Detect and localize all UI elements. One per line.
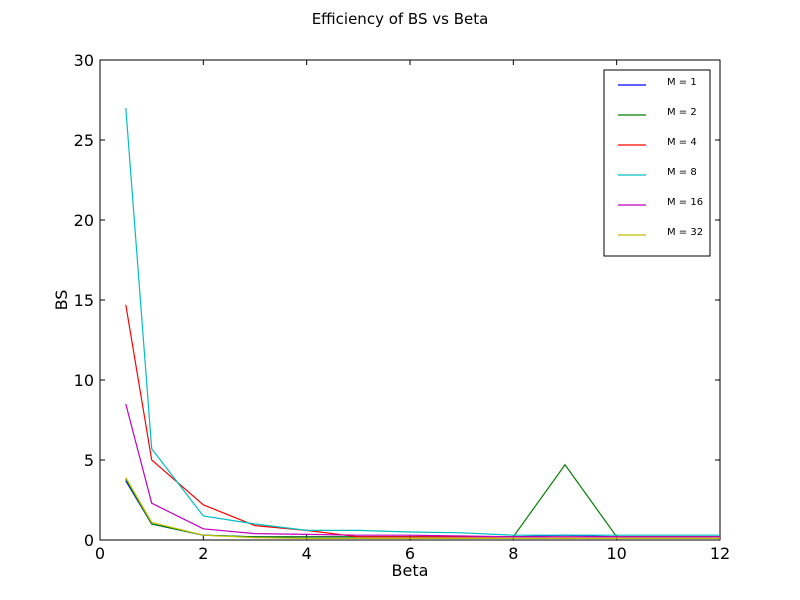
series-line-4 [125,107,720,536]
x-tick-label: 12 [710,544,730,563]
x-axis: 0 2 4 6 8 10 12 [95,60,730,563]
y-tick-label: 0 [84,531,94,550]
chart-title: Efficiency of BS vs Beta [312,10,489,28]
series-line-3 [125,304,720,538]
x-tick-label: 6 [405,544,415,563]
y-axis: 0 5 10 15 20 25 30 [74,51,720,550]
x-tick-label: 2 [198,544,208,563]
y-tick-label: 20 [74,211,94,230]
legend-label: M = 1 [667,77,697,88]
legend-label: M = 32 [667,227,703,238]
series-line-1 [125,480,720,538]
series-lines [125,107,720,540]
x-tick-label: 8 [508,544,518,563]
y-axis-label: BS [52,290,71,311]
legend-label: M = 16 [667,197,703,208]
x-axis-label: Beta [392,561,429,580]
series-line-6 [125,477,720,540]
x-tick-label: 0 [95,544,105,563]
series-line-5 [125,403,720,538]
y-tick-label: 5 [84,451,94,470]
series-line-2 [125,463,720,538]
x-tick-label: 4 [302,544,312,563]
legend-label: M = 4 [667,137,697,148]
y-tick-label: 15 [74,291,94,310]
legend-box [603,69,711,257]
legend-label: M = 8 [667,167,697,178]
x-tick-label: 10 [606,544,626,563]
y-tick-label: 30 [74,51,94,70]
y-tick-label: 10 [74,371,94,390]
legend: M = 1 M = 2 M = 4 M = 8 M = 16 M = 32 [603,69,711,257]
y-tick-label: 25 [74,131,94,150]
legend-label: M = 2 [667,107,697,118]
